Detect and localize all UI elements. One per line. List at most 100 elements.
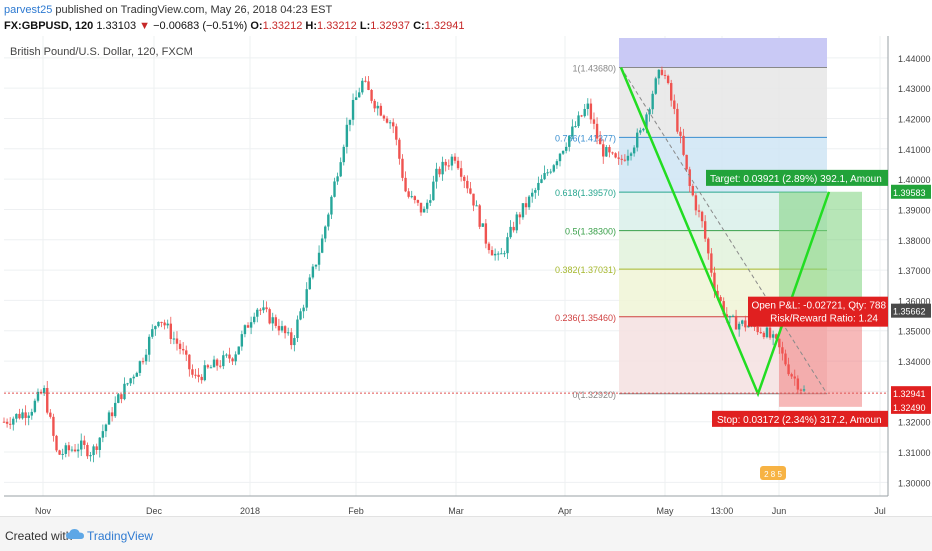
candle-body bbox=[280, 326, 284, 331]
symbol-label: FX:GBPUSD, 120 bbox=[4, 20, 94, 32]
candle-body bbox=[546, 172, 549, 174]
candle-body bbox=[18, 413, 21, 419]
candle-body bbox=[237, 346, 240, 355]
high-value: 1.33212 bbox=[317, 20, 357, 32]
candle-body bbox=[413, 196, 417, 201]
candle-body bbox=[459, 168, 463, 177]
candle-body bbox=[154, 326, 157, 330]
candle-body bbox=[30, 411, 33, 416]
candle-body bbox=[762, 332, 766, 338]
candle-body bbox=[117, 394, 120, 403]
candle-body bbox=[333, 181, 336, 197]
candle-body bbox=[490, 250, 494, 256]
candle-body bbox=[654, 78, 657, 94]
candle-body bbox=[302, 307, 305, 312]
x-tick-label: Mar bbox=[448, 506, 464, 516]
author-link[interactable]: parvest25 bbox=[4, 4, 53, 16]
y-tick-label: 1.32000 bbox=[898, 418, 931, 428]
candle-body bbox=[123, 383, 126, 400]
candle-body bbox=[83, 440, 86, 445]
candle-body bbox=[277, 325, 281, 331]
candle-body bbox=[324, 226, 327, 239]
candle-body bbox=[234, 354, 237, 362]
candle-body bbox=[577, 115, 580, 127]
candle-body bbox=[524, 203, 528, 208]
target-zone bbox=[779, 191, 862, 311]
candle-body bbox=[395, 126, 398, 140]
candle-body bbox=[256, 309, 259, 317]
candle-body bbox=[172, 338, 176, 340]
candle-body bbox=[129, 378, 132, 384]
candle-body bbox=[549, 171, 552, 173]
candles bbox=[2, 66, 806, 463]
candle-body bbox=[336, 176, 339, 182]
candle-body bbox=[422, 208, 426, 213]
pnl-label: Open P&L: -0.02721, Qty: 788 bbox=[751, 301, 886, 312]
stop-zone bbox=[779, 310, 862, 407]
candle-body bbox=[215, 359, 219, 366]
candle-body bbox=[484, 223, 488, 244]
candle-body bbox=[169, 323, 172, 340]
tradingview-link[interactable]: TradingView bbox=[87, 529, 154, 543]
candle-body bbox=[178, 343, 182, 349]
candle-body bbox=[595, 123, 599, 139]
candle-body bbox=[320, 238, 324, 253]
y-tick-label: 1.43000 bbox=[898, 84, 931, 94]
publish-info: parvest25 published on TradingView.com, … bbox=[4, 4, 332, 16]
candle-body bbox=[639, 130, 642, 133]
close-label: C: bbox=[413, 20, 425, 32]
candle-body bbox=[283, 326, 287, 334]
candle-body bbox=[527, 196, 531, 208]
candle-body bbox=[407, 191, 410, 197]
candle-body bbox=[249, 322, 253, 328]
candle-body bbox=[453, 156, 457, 161]
candle-body bbox=[583, 108, 586, 117]
candle-body bbox=[181, 348, 185, 351]
candle-body bbox=[629, 153, 633, 156]
x-tick-label: 2018 bbox=[240, 506, 260, 516]
publish-text: published on TradingView.com, May 26, 20… bbox=[55, 4, 333, 16]
candle-body bbox=[617, 157, 620, 159]
candle-body bbox=[676, 108, 679, 132]
pnl-box bbox=[748, 296, 888, 327]
target-label-box bbox=[706, 169, 888, 186]
candle-body bbox=[765, 327, 769, 338]
x-tick-label: Nov bbox=[35, 506, 52, 516]
candle-body bbox=[107, 412, 111, 425]
candle-body bbox=[787, 364, 790, 375]
candle-body bbox=[506, 237, 509, 254]
candle-body bbox=[110, 412, 114, 417]
candle-body bbox=[157, 321, 160, 327]
candle-body bbox=[657, 69, 661, 79]
candle-body bbox=[713, 272, 716, 291]
candle-body bbox=[688, 169, 691, 186]
candle-body bbox=[308, 277, 311, 290]
candle-body bbox=[425, 202, 429, 209]
candle-body bbox=[200, 376, 203, 381]
candle-body bbox=[265, 307, 268, 310]
candle-body bbox=[497, 253, 500, 255]
open-value: 1.33212 bbox=[262, 20, 303, 32]
candle-body bbox=[188, 354, 191, 370]
candle-body bbox=[447, 165, 450, 167]
candle-body bbox=[104, 424, 108, 432]
candle-body bbox=[697, 210, 701, 212]
candle-body bbox=[731, 315, 735, 317]
candle-body bbox=[775, 334, 778, 339]
fib-level-label: 0.236(1.35460) bbox=[555, 313, 616, 323]
y-tick-label: 1.36000 bbox=[898, 296, 931, 306]
candle-body bbox=[518, 214, 522, 218]
x-tick-label: Dec bbox=[146, 506, 163, 516]
fib-level-label: 0.618(1.39570) bbox=[555, 188, 616, 198]
price-chart[interactable]: 1.44000 1.43000 1.42000 1.41000 1.40000 1.390… bbox=[0, 36, 932, 516]
candle-body bbox=[339, 162, 342, 177]
candle-body bbox=[391, 122, 395, 127]
down-arrow-icon: ▼ bbox=[139, 20, 151, 32]
candle-body bbox=[166, 323, 169, 326]
rr-label: Risk/Reward Ratio: 1.24 bbox=[770, 314, 878, 325]
candle-body bbox=[209, 367, 213, 369]
candle-body bbox=[487, 243, 491, 251]
candle-body bbox=[793, 376, 796, 379]
candle-body bbox=[126, 383, 129, 385]
candle-body bbox=[52, 416, 55, 436]
